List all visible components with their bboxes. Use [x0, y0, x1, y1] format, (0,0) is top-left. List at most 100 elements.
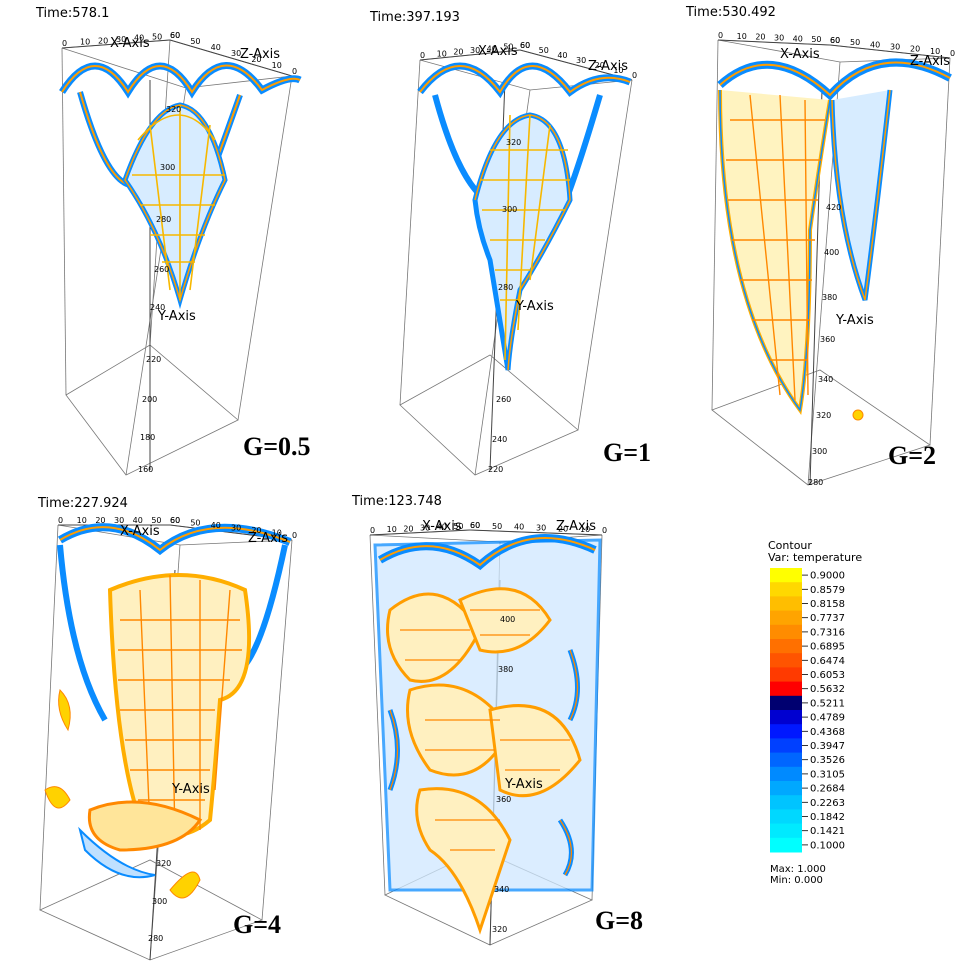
panel-3-y-tick: 360 [820, 335, 835, 344]
panel-1-z-axis-label: Z-Axis [240, 47, 280, 62]
panel-3-y-tick: 420 [826, 203, 841, 212]
panel-1-y-tick: 260 [154, 265, 169, 274]
panel-2-time: Time:397.193 [370, 10, 460, 25]
panel-3-render: X-Axis Z-Axis Y-Axis 420 400 380 360 340… [711, 31, 955, 487]
panel-4-y-tick: 300 [152, 897, 167, 906]
panel-2-g-label: G=1 [603, 438, 652, 467]
legend-level-label: 0.1421 [810, 826, 845, 837]
legend-level-label: 0.8579 [810, 585, 845, 596]
axis-tick-label: 60 [470, 521, 480, 530]
panel-5-time: Time:123.748 [352, 494, 442, 509]
legend-level-label: 0.6053 [810, 670, 845, 681]
legend-swatch [770, 568, 802, 583]
panel-3-isosurface [717, 58, 952, 421]
legend-level-label: 0.6895 [810, 642, 845, 653]
legend-swatch [770, 738, 802, 754]
panel-3-g-label: G=2 [888, 441, 937, 470]
legend-swatch [770, 582, 802, 597]
legend-level-label: 0.2684 [810, 784, 845, 795]
axis-tick-label: 60 [830, 36, 840, 45]
panel-5-render: X-Axis Z-Axis Y-Axis 400 380 360 340 320… [369, 519, 607, 946]
legend-level-label: 0.2263 [810, 798, 845, 809]
axis-tick-label: 30 [116, 35, 126, 44]
panel-4-z-axis-label: Z-Axis [248, 531, 288, 546]
panel-5-z-axis-label: Z-Axis [556, 519, 596, 534]
legend-level-label: 0.3526 [810, 755, 845, 766]
panel-4-x-axis-label: X-Axis [120, 524, 160, 539]
legend-level-label: 0.3105 [810, 769, 845, 780]
legend-level-label: 0.7737 [810, 613, 845, 624]
axis-tick-label: 0 [950, 49, 955, 58]
legend-level-label: 0.8158 [810, 599, 845, 610]
axis-tick-label: 0 [292, 531, 297, 540]
legend-min: Min: 0.000 [770, 875, 823, 886]
axis-tick-label: 30 [890, 43, 900, 52]
axis-tick-label: 60 [170, 31, 180, 40]
legend-level-label: 0.4789 [810, 713, 845, 724]
panel-3-y-tick: 380 [822, 293, 837, 302]
axis-tick-label: 40 [211, 43, 221, 52]
axis-tick-label: 60 [170, 31, 180, 40]
panel-2-y-tick: 220 [488, 465, 503, 474]
axis-tick-label: 0 [62, 39, 67, 48]
axis-tick-label: 10 [77, 516, 87, 525]
axis-tick-label: 60 [470, 521, 480, 530]
axis-tick-label: 10 [580, 525, 590, 534]
panel-3-y-axis-label: Y-Axis [835, 313, 874, 328]
axis-tick-label: 50 [811, 35, 821, 44]
axis-tick-label: 0 [718, 31, 723, 40]
axis-tick-label: 40 [134, 34, 144, 43]
panel-1-y-tick: 180 [140, 433, 155, 442]
legend-swatch [770, 724, 802, 739]
legend-title: Contour [768, 539, 812, 552]
axis-tick-label: 10 [437, 49, 447, 58]
axis-tick-label: 10 [272, 529, 282, 538]
panel-1-y-ticks: 320 300 280 260 240 220 200 180 160 [138, 105, 181, 474]
axis-tick-label: 50 [492, 522, 502, 531]
axis-tick-label: 30 [774, 34, 784, 43]
legend-level-label: 0.5632 [810, 684, 845, 695]
axis-tick-label: 20 [453, 48, 463, 57]
legend-swatch [770, 596, 802, 612]
panel-3-y-tick: 340 [818, 375, 833, 384]
panel-5-x-axis-label: X-Axis [422, 519, 462, 534]
axis-tick-label: 60 [830, 36, 840, 45]
panel-2-y-tick: 300 [502, 205, 517, 214]
legend-swatch [770, 795, 802, 810]
panel-5-y-axis-label: Y-Axis [504, 777, 543, 792]
axis-tick-label: 40 [793, 34, 803, 43]
axis-tick-label: 40 [870, 40, 880, 49]
panel-1-y-tick: 220 [146, 355, 161, 364]
axis-tick-label: 10 [737, 32, 747, 41]
legend-swatch [770, 624, 802, 640]
panel-2-render: X-Axis Z-Axis Y-Axis 320 300 280 260 240… [399, 41, 637, 476]
panel-1-render: X-Axis Z-Axis Y-Axis 320 300 280 260 240… [59, 31, 302, 476]
panel-1-isosurface [59, 62, 302, 310]
legend-swatch [770, 639, 802, 654]
axis-tick-label: 20 [595, 61, 605, 70]
legend-swatch [770, 752, 802, 768]
panel-1-y-axis-label: Y-Axis [157, 309, 196, 324]
axis-tick-label: 10 [613, 66, 623, 75]
axis-tick-label: 50 [151, 516, 161, 525]
panel-1-time: Time:578.1 [36, 6, 110, 21]
axis-tick-label: 50 [190, 37, 200, 46]
legend-level-label: 0.3947 [810, 741, 845, 752]
axis-tick-label: 0 [370, 526, 375, 535]
axis-tick-label: 50 [503, 43, 513, 52]
panel-2-z-axis-label: Z-Axis [588, 59, 628, 74]
panel-3-y-tick: 320 [816, 411, 831, 420]
axis-tick-label: 0 [632, 71, 637, 80]
panel-2-y-tick: 260 [496, 395, 511, 404]
panel-1-x-axis-label: X-Axis [110, 36, 150, 51]
legend-swatch [770, 653, 802, 668]
panel-5-isosurface [373, 534, 602, 935]
axis-tick-label: 40 [437, 523, 447, 532]
panel-1-y-tick: 300 [160, 163, 175, 172]
panel-2-x-axis-label: X-Axis [478, 44, 518, 59]
axis-tick-label: 0 [602, 526, 607, 535]
axis-tick-label: 20 [403, 524, 413, 533]
legend-swatch [770, 766, 802, 782]
panel-5-y-tick: 400 [500, 615, 515, 624]
panel-5-y-tick: 360 [496, 795, 511, 804]
